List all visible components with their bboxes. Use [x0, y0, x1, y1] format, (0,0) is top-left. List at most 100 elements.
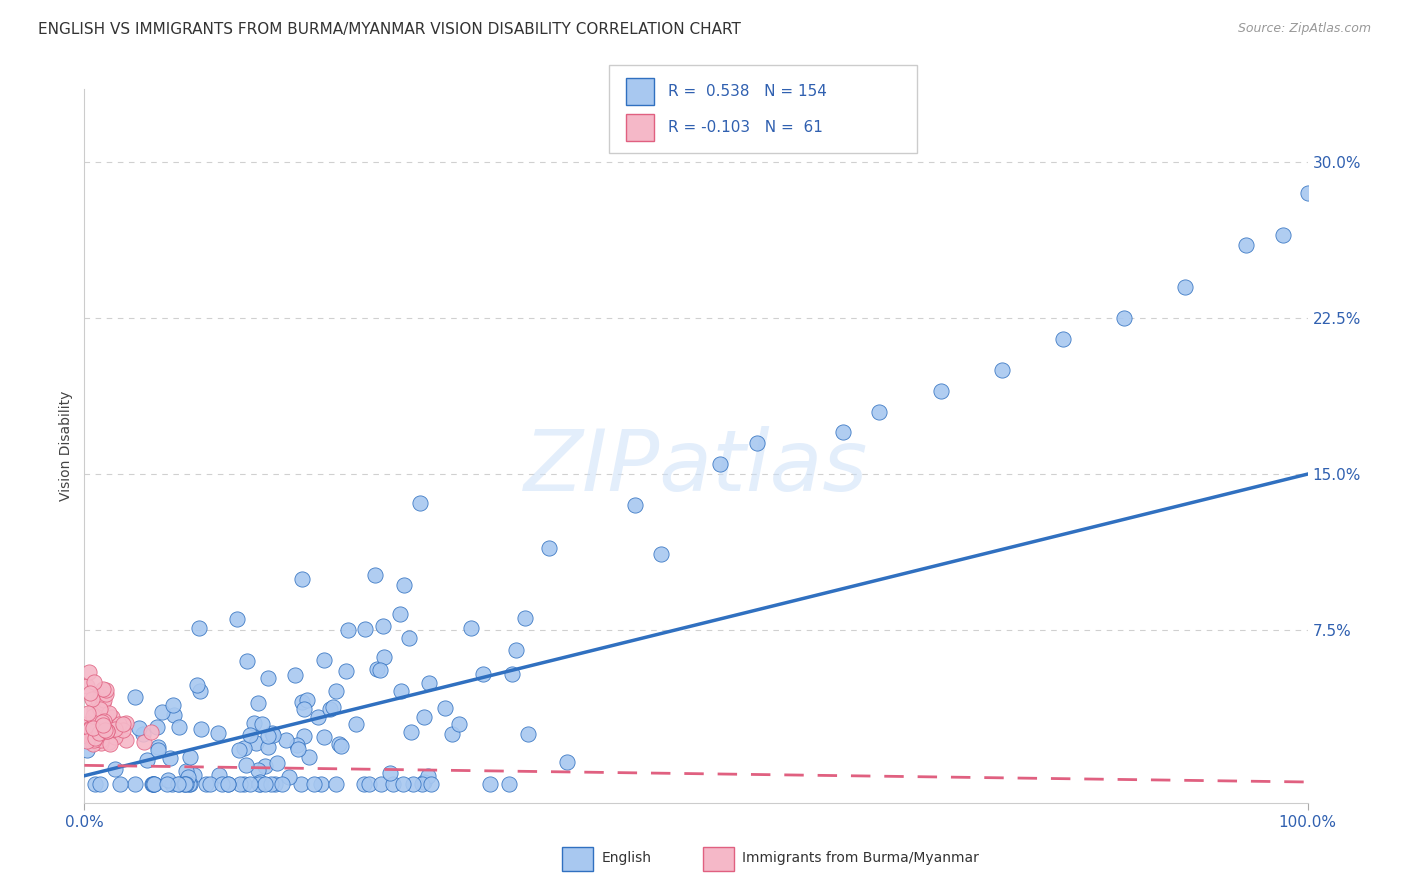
Point: [380, 765, 402, 780]
Point: [89, 702, 111, 716]
Point: [337, 624, 360, 638]
Point: [91, 681, 114, 696]
Point: [418, 676, 440, 690]
Point: [650, 547, 672, 561]
Point: [236, 654, 259, 668]
Point: [100, 710, 122, 724]
Point: [104, 762, 127, 776]
Point: [79, 721, 101, 735]
Point: [76, 716, 98, 731]
Point: [479, 777, 502, 791]
Point: [141, 777, 163, 791]
Point: [433, 700, 456, 714]
Point: [90, 736, 112, 750]
Point: [83, 733, 105, 747]
Point: [179, 777, 201, 791]
Point: [247, 764, 270, 778]
Point: [87, 714, 110, 728]
Point: [174, 764, 197, 779]
Point: [89, 689, 111, 703]
Point: [167, 777, 190, 791]
Point: [177, 777, 200, 791]
Point: [148, 739, 170, 754]
Point: [1272, 227, 1295, 242]
Point: [624, 498, 647, 512]
Point: [307, 710, 329, 724]
Point: [354, 622, 377, 636]
Point: [97, 735, 120, 749]
Text: R =  0.538   N = 154: R = 0.538 N = 154: [668, 85, 827, 99]
Point: [290, 777, 312, 791]
Point: [381, 777, 404, 791]
Point: [284, 667, 307, 681]
Point: [76, 734, 98, 748]
Point: [257, 671, 280, 685]
Point: [142, 777, 165, 791]
Point: [136, 753, 159, 767]
Point: [112, 723, 135, 737]
Point: [100, 728, 122, 742]
Point: [929, 384, 952, 398]
Point: [91, 696, 114, 710]
Point: [98, 723, 121, 738]
Point: [226, 612, 249, 626]
Point: [274, 733, 297, 747]
Point: [408, 496, 430, 510]
Point: [253, 758, 276, 772]
Point: [110, 777, 132, 791]
Point: [82, 737, 104, 751]
Point: [186, 678, 208, 692]
Point: [239, 728, 262, 742]
Point: [498, 777, 520, 791]
Point: [287, 742, 309, 756]
Point: [124, 690, 146, 704]
Point: [460, 621, 482, 635]
Point: [79, 722, 101, 736]
Point: [89, 777, 111, 791]
Point: [79, 685, 101, 699]
Point: [157, 773, 180, 788]
Point: [314, 730, 336, 744]
Point: [93, 725, 115, 739]
Point: [1174, 280, 1197, 294]
Point: [87, 726, 110, 740]
Point: [141, 777, 163, 791]
Point: [84, 777, 107, 791]
Point: [94, 687, 117, 701]
Point: [150, 705, 173, 719]
Point: [128, 721, 150, 735]
Point: [285, 739, 308, 753]
Point: [413, 775, 436, 789]
Point: [80, 691, 103, 706]
Point: [270, 777, 292, 791]
Point: [132, 735, 155, 749]
Point: [76, 679, 98, 693]
Point: [142, 777, 165, 791]
Point: [77, 665, 100, 679]
Point: [394, 577, 416, 591]
Point: [207, 726, 229, 740]
Point: [91, 722, 114, 736]
Point: [322, 699, 344, 714]
Point: [167, 720, 190, 734]
Point: [277, 770, 299, 784]
Point: [98, 737, 121, 751]
Point: [228, 743, 250, 757]
Point: [235, 758, 257, 772]
Point: [330, 739, 353, 754]
Point: [325, 777, 347, 791]
Point: [83, 675, 105, 690]
Point: [96, 682, 118, 697]
Point: [104, 722, 127, 736]
Point: [413, 710, 436, 724]
Point: [831, 425, 853, 440]
Point: [162, 698, 184, 713]
Point: [146, 720, 169, 734]
Point: [472, 666, 495, 681]
Point: [291, 696, 314, 710]
Point: [513, 611, 536, 625]
Point: [314, 653, 336, 667]
Text: Source: ZipAtlas.com: Source: ZipAtlas.com: [1237, 22, 1371, 36]
Point: [139, 724, 162, 739]
Point: [357, 777, 380, 791]
